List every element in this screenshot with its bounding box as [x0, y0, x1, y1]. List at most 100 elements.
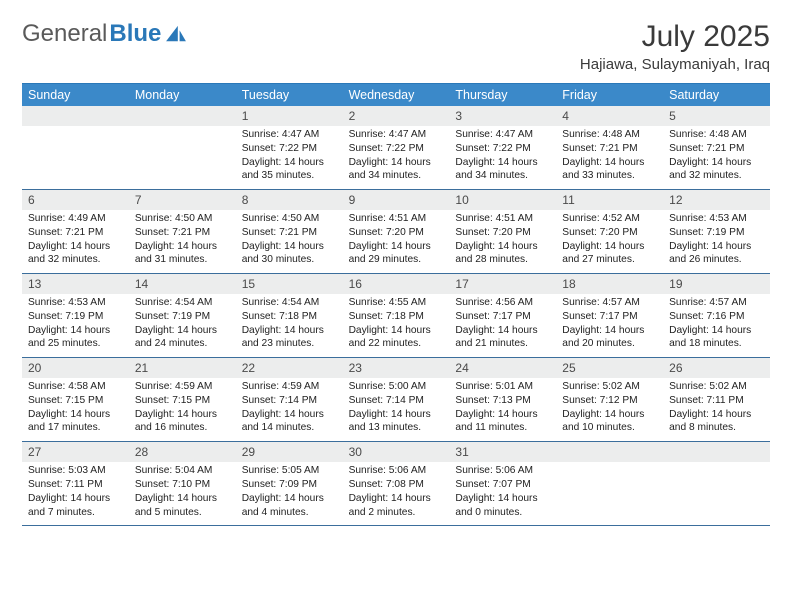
sunrise-text: Sunrise: 5:02 AM: [562, 380, 657, 394]
daylight-text: Daylight: 14 hours and 35 minutes.: [242, 156, 337, 184]
sunrise-text: Sunrise: 4:53 AM: [669, 212, 764, 226]
sunrise-text: Sunrise: 4:48 AM: [669, 128, 764, 142]
sunrise-text: Sunrise: 4:57 AM: [669, 296, 764, 310]
calendar-day: 20Sunrise: 4:58 AMSunset: 7:15 PMDayligh…: [22, 358, 129, 441]
weekday-wednesday: Wednesday: [343, 84, 450, 106]
day-number: 23: [343, 358, 450, 378]
sunset-text: Sunset: 7:21 PM: [562, 142, 657, 156]
sunset-text: Sunset: 7:19 PM: [669, 226, 764, 240]
day-body: Sunrise: 4:54 AMSunset: 7:19 PMDaylight:…: [129, 294, 236, 357]
sunset-text: Sunset: 7:14 PM: [349, 394, 444, 408]
logo: GeneralBlue: [22, 20, 187, 48]
day-body: Sunrise: 4:59 AMSunset: 7:14 PMDaylight:…: [236, 378, 343, 441]
daylight-text: Daylight: 14 hours and 5 minutes.: [135, 492, 230, 520]
daylight-text: Daylight: 14 hours and 4 minutes.: [242, 492, 337, 520]
day-body: Sunrise: 5:02 AMSunset: 7:12 PMDaylight:…: [556, 378, 663, 441]
sunset-text: Sunset: 7:17 PM: [455, 310, 550, 324]
calendar-week: 1Sunrise: 4:47 AMSunset: 7:22 PMDaylight…: [22, 106, 770, 190]
sunrise-text: Sunrise: 5:04 AM: [135, 464, 230, 478]
sunrise-text: Sunrise: 4:55 AM: [349, 296, 444, 310]
daylight-text: Daylight: 14 hours and 21 minutes.: [455, 324, 550, 352]
daylight-text: Daylight: 14 hours and 8 minutes.: [669, 408, 764, 436]
day-number: 16: [343, 274, 450, 294]
day-body: Sunrise: 4:57 AMSunset: 7:17 PMDaylight:…: [556, 294, 663, 357]
sunrise-text: Sunrise: 4:49 AM: [28, 212, 123, 226]
calendar-day: 1Sunrise: 4:47 AMSunset: 7:22 PMDaylight…: [236, 106, 343, 189]
weekday-thursday: Thursday: [449, 84, 556, 106]
day-number: 8: [236, 190, 343, 210]
day-body: Sunrise: 4:52 AMSunset: 7:20 PMDaylight:…: [556, 210, 663, 273]
sunset-text: Sunset: 7:11 PM: [28, 478, 123, 492]
sunset-text: Sunset: 7:22 PM: [455, 142, 550, 156]
calendar-weekday-header: Sunday Monday Tuesday Wednesday Thursday…: [22, 84, 770, 106]
day-body: Sunrise: 4:59 AMSunset: 7:15 PMDaylight:…: [129, 378, 236, 441]
daylight-text: Daylight: 14 hours and 22 minutes.: [349, 324, 444, 352]
day-number: 4: [556, 106, 663, 126]
day-number: 1: [236, 106, 343, 126]
calendar-day: 24Sunrise: 5:01 AMSunset: 7:13 PMDayligh…: [449, 358, 556, 441]
day-body: Sunrise: 5:02 AMSunset: 7:11 PMDaylight:…: [663, 378, 770, 441]
logo-sail-icon: [165, 25, 187, 43]
sunset-text: Sunset: 7:10 PM: [135, 478, 230, 492]
sunrise-text: Sunrise: 5:06 AM: [455, 464, 550, 478]
daylight-text: Daylight: 14 hours and 7 minutes.: [28, 492, 123, 520]
sunset-text: Sunset: 7:19 PM: [28, 310, 123, 324]
daylight-text: Daylight: 14 hours and 17 minutes.: [28, 408, 123, 436]
day-number: 20: [22, 358, 129, 378]
day-body: Sunrise: 4:49 AMSunset: 7:21 PMDaylight:…: [22, 210, 129, 273]
sunset-text: Sunset: 7:19 PM: [135, 310, 230, 324]
sunrise-text: Sunrise: 4:57 AM: [562, 296, 657, 310]
sunset-text: Sunset: 7:08 PM: [349, 478, 444, 492]
calendar-week: 6Sunrise: 4:49 AMSunset: 7:21 PMDaylight…: [22, 190, 770, 274]
daylight-text: Daylight: 14 hours and 23 minutes.: [242, 324, 337, 352]
sunset-text: Sunset: 7:13 PM: [455, 394, 550, 408]
calendar-day: [22, 106, 129, 189]
day-number: 19: [663, 274, 770, 294]
calendar-week: 13Sunrise: 4:53 AMSunset: 7:19 PMDayligh…: [22, 274, 770, 358]
day-number: 10: [449, 190, 556, 210]
daylight-text: Daylight: 14 hours and 14 minutes.: [242, 408, 337, 436]
calendar-day: 26Sunrise: 5:02 AMSunset: 7:11 PMDayligh…: [663, 358, 770, 441]
day-body: Sunrise: 4:51 AMSunset: 7:20 PMDaylight:…: [449, 210, 556, 273]
weekday-tuesday: Tuesday: [236, 84, 343, 106]
sunrise-text: Sunrise: 4:58 AM: [28, 380, 123, 394]
sunset-text: Sunset: 7:18 PM: [349, 310, 444, 324]
day-number: 13: [22, 274, 129, 294]
weekday-sunday: Sunday: [22, 84, 129, 106]
calendar-day: 4Sunrise: 4:48 AMSunset: 7:21 PMDaylight…: [556, 106, 663, 189]
calendar-day: 12Sunrise: 4:53 AMSunset: 7:19 PMDayligh…: [663, 190, 770, 273]
sunset-text: Sunset: 7:20 PM: [455, 226, 550, 240]
sunrise-text: Sunrise: 4:47 AM: [455, 128, 550, 142]
day-number: 29: [236, 442, 343, 462]
sunset-text: Sunset: 7:15 PM: [135, 394, 230, 408]
day-body: Sunrise: 4:47 AMSunset: 7:22 PMDaylight:…: [449, 126, 556, 189]
sunrise-text: Sunrise: 5:03 AM: [28, 464, 123, 478]
day-body: Sunrise: 5:06 AMSunset: 7:07 PMDaylight:…: [449, 462, 556, 525]
day-body: Sunrise: 5:05 AMSunset: 7:09 PMDaylight:…: [236, 462, 343, 525]
daylight-text: Daylight: 14 hours and 32 minutes.: [669, 156, 764, 184]
calendar-day: 3Sunrise: 4:47 AMSunset: 7:22 PMDaylight…: [449, 106, 556, 189]
day-body: Sunrise: 4:47 AMSunset: 7:22 PMDaylight:…: [343, 126, 450, 189]
day-body: [663, 462, 770, 520]
day-body: Sunrise: 4:56 AMSunset: 7:17 PMDaylight:…: [449, 294, 556, 357]
day-number: 17: [449, 274, 556, 294]
day-body: Sunrise: 5:04 AMSunset: 7:10 PMDaylight:…: [129, 462, 236, 525]
sunrise-text: Sunrise: 4:56 AM: [455, 296, 550, 310]
calendar-day: 30Sunrise: 5:06 AMSunset: 7:08 PMDayligh…: [343, 442, 450, 525]
sunrise-text: Sunrise: 5:00 AM: [349, 380, 444, 394]
day-number: 18: [556, 274, 663, 294]
daylight-text: Daylight: 14 hours and 32 minutes.: [28, 240, 123, 268]
weekday-monday: Monday: [129, 84, 236, 106]
sunrise-text: Sunrise: 4:59 AM: [242, 380, 337, 394]
daylight-text: Daylight: 14 hours and 30 minutes.: [242, 240, 337, 268]
daylight-text: Daylight: 14 hours and 16 minutes.: [135, 408, 230, 436]
day-body: Sunrise: 4:58 AMSunset: 7:15 PMDaylight:…: [22, 378, 129, 441]
calendar-day: 19Sunrise: 4:57 AMSunset: 7:16 PMDayligh…: [663, 274, 770, 357]
daylight-text: Daylight: 14 hours and 33 minutes.: [562, 156, 657, 184]
day-number: 27: [22, 442, 129, 462]
daylight-text: Daylight: 14 hours and 13 minutes.: [349, 408, 444, 436]
weekday-saturday: Saturday: [663, 84, 770, 106]
sunset-text: Sunset: 7:07 PM: [455, 478, 550, 492]
weekday-friday: Friday: [556, 84, 663, 106]
day-number: 5: [663, 106, 770, 126]
